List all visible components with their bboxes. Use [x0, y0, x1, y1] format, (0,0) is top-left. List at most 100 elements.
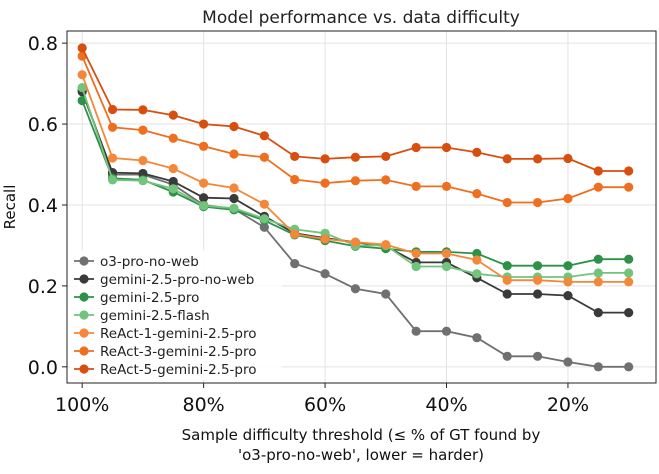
data-point: [381, 151, 391, 162]
data-point: [532, 289, 543, 299]
data-point: [290, 259, 300, 269]
data-point: [290, 174, 300, 185]
data-point: [502, 197, 512, 208]
data-point: [229, 203, 239, 213]
data-point: [411, 181, 421, 191]
y-tick-label: 0.6: [28, 114, 58, 136]
data-point: [107, 175, 118, 185]
series-ReAct-1-gemini-2.5-pro: [77, 70, 634, 287]
data-point: [350, 152, 361, 162]
data-point: [320, 234, 330, 244]
data-point: [199, 119, 209, 129]
data-point: [350, 284, 361, 294]
data-point: [168, 110, 178, 120]
x-axis: 100% 80% 60% 40% 20%: [55, 383, 589, 416]
data-point: [229, 183, 239, 193]
legend-label: o3-pro-no-web: [100, 254, 199, 270]
legend-marker: [79, 364, 89, 374]
data-point: [77, 95, 87, 106]
x-tick-label: 60%: [304, 394, 346, 416]
legend: o3-pro-no-web gemini-2.5-pro-no-web gemini…: [70, 250, 282, 380]
plot-frame: [66, 30, 657, 384]
data-point: [411, 248, 421, 259]
data-point: [532, 261, 543, 271]
data-point: [199, 193, 209, 203]
data-point: [350, 237, 361, 247]
data-point: [563, 193, 573, 204]
series-ReAct-3-gemini-2.5-pro: [77, 51, 634, 208]
data-point: [411, 261, 421, 272]
data-point: [593, 277, 603, 287]
data-point: [593, 268, 603, 278]
legend-marker: [79, 346, 89, 356]
data-point: [472, 189, 482, 199]
data-point: [441, 261, 452, 272]
y-tick-label: 0.8: [28, 33, 58, 55]
data-point: [593, 182, 603, 192]
data-point: [320, 269, 330, 279]
data-point: [168, 133, 178, 143]
data-point: [563, 277, 573, 287]
data-point: [259, 131, 269, 141]
data-point: [168, 163, 178, 174]
data-point: [532, 275, 543, 285]
legend-marker: [79, 274, 89, 284]
legend-marker: [79, 310, 89, 320]
data-point: [138, 155, 148, 166]
data-point: [472, 255, 482, 265]
data-point: [563, 153, 573, 164]
data-point: [229, 121, 239, 132]
data-point: [502, 154, 512, 164]
y-tick-label: 0.0: [28, 357, 58, 379]
data-point: [381, 289, 391, 299]
y-axis-label: Recall: [1, 185, 19, 230]
data-point: [77, 83, 87, 93]
data-point: [624, 277, 634, 287]
data-point: [624, 182, 634, 192]
data-point: [107, 153, 118, 163]
data-point: [381, 240, 391, 250]
data-point: [168, 176, 178, 187]
data-point: [168, 184, 178, 194]
data-point: [593, 254, 603, 264]
data-point: [441, 248, 452, 259]
series-line: [81, 47, 629, 172]
data-point: [259, 199, 269, 209]
data-point: [290, 151, 300, 162]
data-point: [259, 214, 269, 224]
data-point: [290, 229, 300, 239]
data-point: [593, 166, 603, 176]
data-point: [107, 104, 118, 115]
data-point: [199, 141, 209, 151]
data-point: [138, 168, 148, 179]
y-axis: 0.0 0.2 0.4 0.6 0.8: [28, 33, 67, 379]
data-point: [138, 176, 148, 186]
data-point: [77, 43, 87, 53]
data-point: [107, 122, 118, 132]
data-point: [532, 351, 543, 361]
data-point: [502, 275, 512, 285]
legend-label: gemini-2.5-pro: [100, 290, 199, 306]
data-point: [441, 326, 452, 336]
legend-box: [70, 250, 282, 380]
legend-label: ReAct-3-gemini-2.5-pro: [100, 344, 257, 360]
data-point: [472, 333, 482, 343]
data-point: [472, 248, 482, 259]
data-point: [563, 291, 573, 301]
data-point: [563, 261, 573, 271]
data-point: [199, 201, 209, 211]
legend-marker: [79, 292, 89, 302]
data-point: [593, 362, 603, 372]
data-point: [229, 149, 239, 159]
data-point: [229, 193, 239, 204]
data-point: [472, 269, 482, 279]
y-tick-label: 0.4: [28, 195, 58, 217]
data-point: [320, 154, 330, 164]
data-point: [624, 254, 634, 264]
legend-label: gemini-2.5-flash: [100, 308, 210, 324]
legend-label: ReAct-5-gemini-2.5-pro: [100, 362, 257, 378]
data-point: [259, 152, 269, 162]
series-ReAct-5-gemini-2.5-pro: [77, 43, 634, 176]
series-layer: [77, 43, 634, 372]
